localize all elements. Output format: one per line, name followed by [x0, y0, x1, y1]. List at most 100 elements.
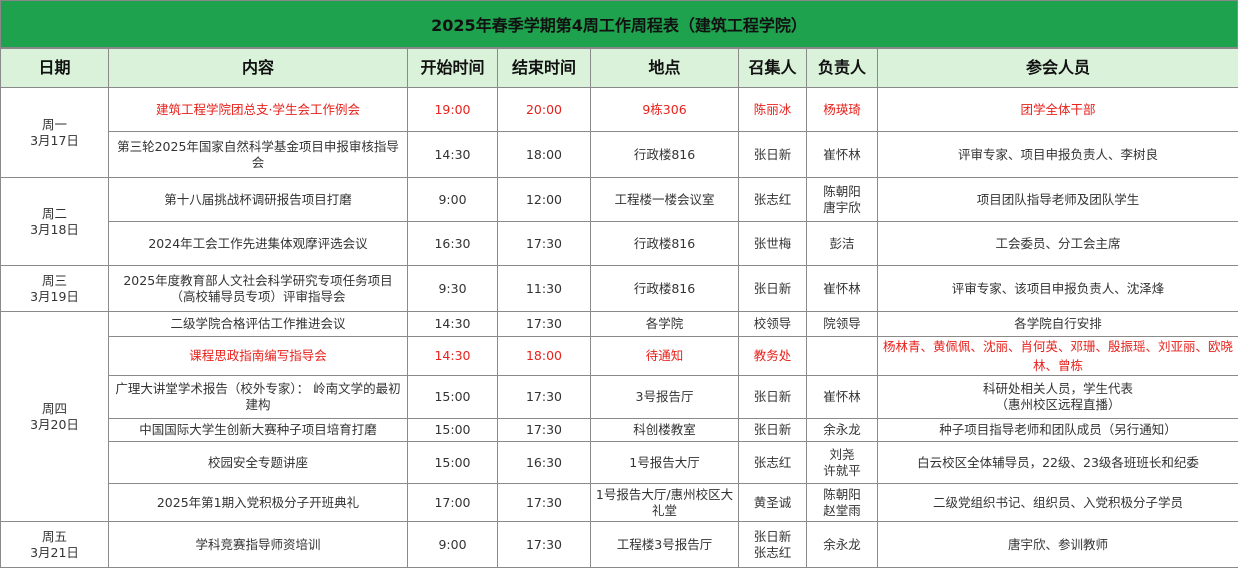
start-cell: 9:00 [407, 521, 498, 568]
event-row: 周一 3月17日 建筑工程学院团总支·学生会工作例会 19:00 20:00 9栋306 陈… [0, 87, 1238, 178]
day: 周二 [41, 205, 67, 221]
convener-cell: 张志红 [738, 177, 807, 222]
place-cell: 1号报告大厅 [590, 441, 739, 484]
column-header: 召集人 [738, 48, 807, 88]
day: 周一 [41, 116, 67, 132]
start-cell: 14:30 [407, 336, 498, 376]
attendees-cell: 二级党组织书记、组织员、入党积极分子学员 [877, 483, 1238, 522]
leader-cell: 崔怀林 [806, 375, 878, 419]
place-cell: 1号报告大厅/惠州校区大礼堂 [590, 483, 739, 522]
attendees-cell: 科研处相关人员，学生代表 （惠州校区远程直播） [877, 375, 1238, 419]
column-header: 开始时间 [407, 48, 498, 88]
date-cell: 周四 3月20日 [0, 311, 109, 522]
column-header: 地点 [590, 48, 739, 88]
date: 3月17日 [30, 132, 79, 148]
convener-cell: 陈丽冰 [738, 87, 807, 132]
event-row: 课程思政指南编写指导会 14:30 18:00 待通知 教务处 杨林青、黄佩佩、沈丽、肖何… [1, 336, 1238, 376]
event-row: 周五 3月21日 学科竞赛指导师资培训 9:00 17:30 工程楼3号报告厅 张日新 张志… [0, 521, 1238, 568]
end-cell: 11:30 [497, 265, 591, 312]
table-body: 周一 3月17日 建筑工程学院团总支·学生会工作例会 19:00 20:00 9栋306 陈… [0, 87, 1238, 568]
place-cell: 行政楼816 [590, 265, 739, 312]
content-cell: 学科竞赛指导师资培训 [108, 521, 408, 568]
leader-cell: 杨瑛琦 [806, 87, 878, 132]
content-cell: 建筑工程学院团总支·学生会工作例会 [108, 87, 408, 132]
attendees-cell: 评审专家、项目申报负责人、李树良 [877, 131, 1238, 178]
column-header: 负责人 [806, 48, 878, 88]
content-cell: 2024年工会工作先进集体观摩评选会议 [108, 221, 408, 266]
leader-cell: 彭洁 [806, 221, 878, 266]
date-cell: 周一 3月17日 [0, 87, 109, 178]
place-cell: 行政楼816 [590, 131, 739, 178]
content-cell: 课程思政指南编写指导会 [108, 336, 408, 376]
leader-cell: 院领导 [806, 311, 878, 337]
leader-cell: 陈朝阳 赵堂雨 [806, 483, 878, 522]
attendees-cell: 杨林青、黄佩佩、沈丽、肖何英、邓珊、殷振瑶、刘亚丽、欧晓林、曾栋 [877, 336, 1238, 376]
end-cell: 17:30 [497, 483, 591, 522]
event-row: 中国国际大学生创新大赛种子项目培育打磨 15:00 17:30 科创楼教室 张日新 余永龙… [1, 418, 1238, 442]
content-cell: 中国国际大学生创新大赛种子项目培育打磨 [108, 418, 408, 442]
column-header: 日期 [0, 48, 109, 88]
header-row: 日期 内容 开始时间 结束时间 地点 召集人 负责人 参会人员 [0, 48, 1238, 88]
content-cell: 二级学院合格评估工作推进会议 [108, 311, 408, 337]
date: 3月19日 [30, 288, 79, 304]
attendees-cell: 团学全体干部 [877, 87, 1238, 132]
convener-cell: 张日新 张志红 [738, 521, 807, 568]
content-cell: 2025年第1期入党积极分子开班典礼 [108, 483, 408, 522]
convener-cell: 张日新 [738, 131, 807, 178]
end-cell: 20:00 [497, 87, 591, 132]
leader-cell: 崔怀林 [806, 265, 878, 312]
date-cell: 周二 3月18日 [0, 177, 109, 266]
end-cell: 17:30 [497, 375, 591, 419]
convener-cell: 黄圣诚 [738, 483, 807, 522]
event-row: 周三 3月19日 2025年度教育部人文社会科学研究专项任务项目（高校辅导员专项）评… [0, 265, 1238, 312]
place-cell: 各学院 [590, 311, 739, 337]
event-row: 第三轮2025年国家自然科学基金项目申报审核指导会 14:30 18:00 行政楼81… [1, 131, 1238, 178]
start-cell: 9:00 [407, 177, 498, 222]
place-cell: 9栋306 [590, 87, 739, 132]
leader-cell: 崔怀林 [806, 131, 878, 178]
attendees-cell: 工会委员、分工会主席 [877, 221, 1238, 266]
date: 3月21日 [30, 544, 79, 560]
start-cell: 17:00 [407, 483, 498, 522]
date: 3月18日 [30, 221, 79, 237]
convener-cell: 张日新 [738, 265, 807, 312]
content-cell: 广理大讲堂学术报告（校外专家）： 岭南文学的最初建构 [108, 375, 408, 419]
content-cell: 第十八届挑战杯调研报告项目打磨 [108, 177, 408, 222]
convener-cell: 张日新 [738, 375, 807, 419]
attendees-cell: 评审专家、该项目申报负责人、沈泽烽 [877, 265, 1238, 312]
start-cell: 15:00 [407, 441, 498, 484]
place-cell: 3号报告厅 [590, 375, 739, 419]
end-cell: 18:00 [497, 336, 591, 376]
attendees-cell: 白云校区全体辅导员，22级、23级各班班长和纪委 [877, 441, 1238, 484]
end-cell: 17:30 [497, 521, 591, 568]
convener-cell: 校领导 [738, 311, 807, 337]
convener-cell: 张日新 [738, 418, 807, 442]
column-header: 内容 [108, 48, 408, 88]
date-cell: 周五 3月21日 [0, 521, 109, 568]
start-cell: 16:30 [407, 221, 498, 266]
content-cell: 2025年度教育部人文社会科学研究专项任务项目（高校辅导员专项）评审指导会 [108, 265, 408, 312]
convener-cell: 张志红 [738, 441, 807, 484]
end-cell: 17:30 [497, 311, 591, 337]
convener-cell: 张世梅 [738, 221, 807, 266]
day: 周四 [41, 400, 67, 416]
date-cell: 周三 3月19日 [0, 265, 109, 312]
place-cell: 工程楼3号报告厅 [590, 521, 739, 568]
leader-cell: 刘尧 许就平 [806, 441, 878, 484]
attendees-cell: 唐宇欣、参训教师 [877, 521, 1238, 568]
event-row: 周四 3月20日 二级学院合格评估工作推进会议 14:30 17:30 各学院 校领导 院领导… [0, 311, 1238, 522]
start-cell: 15:00 [407, 418, 498, 442]
content-cell: 校园安全专题讲座 [108, 441, 408, 484]
content-cell: 第三轮2025年国家自然科学基金项目申报审核指导会 [108, 131, 408, 178]
day: 周三 [41, 272, 67, 288]
day: 周五 [41, 528, 67, 544]
end-cell: 17:30 [497, 221, 591, 266]
end-cell: 16:30 [497, 441, 591, 484]
place-cell: 工程楼一楼会议室 [590, 177, 739, 222]
leader-cell: 余永龙 [806, 418, 878, 442]
column-header: 参会人员 [877, 48, 1238, 88]
column-header: 结束时间 [497, 48, 591, 88]
attendees-cell: 种子项目指导老师和团队成员（另行通知） [877, 418, 1238, 442]
leader-cell [806, 336, 878, 376]
